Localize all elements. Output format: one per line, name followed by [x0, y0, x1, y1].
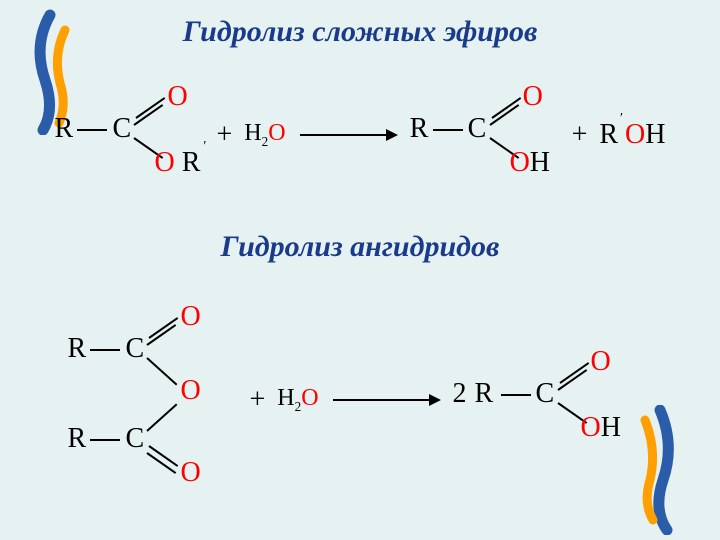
molecule-anhydride: R C O O C R O	[67, 295, 237, 505]
plus-sign-3: +	[249, 384, 265, 416]
bond-r-c	[77, 129, 107, 131]
atom-o-top-dbl: O	[180, 301, 200, 333]
bond-dbl-acid-1	[491, 97, 521, 119]
atom-oh-acid: OH	[510, 147, 550, 179]
atom-o-prod-dbl: O	[591, 346, 611, 378]
plus-sign-1: +	[216, 119, 232, 151]
atom-c-top: C	[125, 333, 144, 365]
molecule-water-2: H2O	[277, 385, 318, 415]
bond-rc-top	[90, 349, 120, 351]
atom-c-acid: C	[468, 113, 487, 145]
bond-rc-prod	[501, 394, 531, 396]
reaction-ester: R C O O R′ + H2O R C O OH + R′ OH	[0, 70, 720, 200]
plus-sign-2: +	[572, 119, 588, 151]
atom-c-bot: C	[125, 423, 144, 455]
atom-o-double-acid: O	[523, 81, 543, 113]
atom-oh-prod: OH	[581, 412, 621, 444]
molecule-water: H2O	[244, 120, 285, 150]
product-two-acids: 2 R C O OH	[453, 340, 653, 460]
atom-o-bridge: O	[180, 375, 200, 407]
molecule-alcohol: R′ OH	[599, 119, 665, 151]
atom-r-bot: R	[67, 423, 86, 455]
atom-r-acid: R	[410, 113, 429, 145]
atom-o-double: O	[167, 81, 187, 113]
title-anhydride-hydrolysis: Гидролиз ангидридов	[0, 230, 720, 264]
atom-r-top: R	[67, 333, 86, 365]
atom-c-prod: C	[536, 378, 555, 410]
bond-r-c-acid	[433, 129, 463, 131]
bond-c-o-bridge-bot	[147, 403, 178, 431]
reaction-arrow-1	[298, 125, 398, 145]
bond-c-o-double-1	[136, 97, 166, 119]
title-ester-hydrolysis: Гидролиз сложных эфиров	[0, 15, 720, 49]
atom-r: R	[54, 113, 73, 145]
bond-dbl-prod-1	[559, 362, 589, 384]
atom-c: C	[112, 113, 131, 145]
reaction-anhydride: R C O O C R O + H2O 2 R C O OH	[0, 290, 720, 510]
coeff-2: 2	[453, 378, 467, 410]
atom-r-prod: R	[475, 378, 494, 410]
bond-dbl-top-1	[149, 317, 179, 339]
atom-o-bot-dbl: O	[180, 457, 200, 489]
bond-c-o-bridge-top	[147, 357, 178, 385]
molecule-acid: R C O OH	[410, 75, 560, 195]
bond-rc-bot	[90, 439, 120, 441]
molecule-ester: R C O O R′	[54, 75, 204, 195]
atom-or: O R′	[154, 147, 200, 179]
reaction-arrow-2	[331, 390, 441, 410]
